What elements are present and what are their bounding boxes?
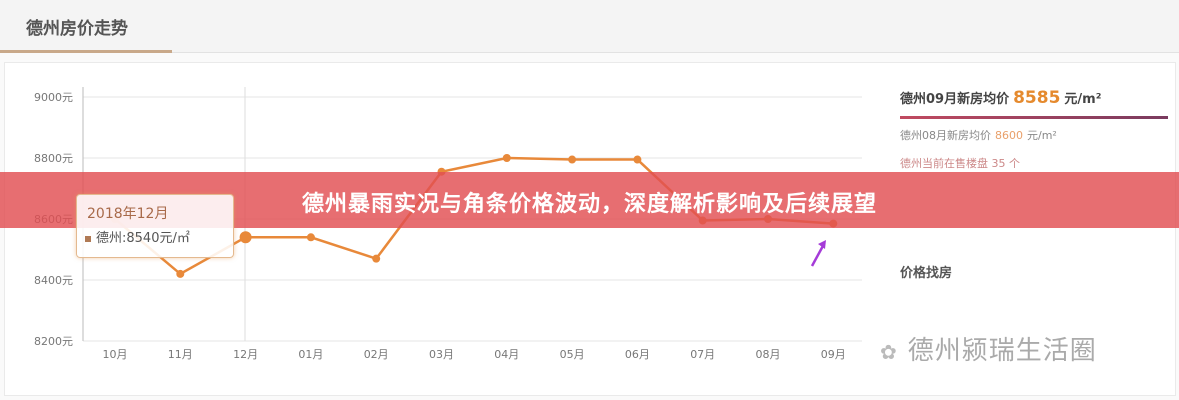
prev-price-unit: 元/m² — [1027, 129, 1057, 142]
current-price: 德州09月新房均价 8585 元/m² — [900, 88, 1170, 108]
data-point — [372, 254, 381, 263]
tooltip-value: 德州:8540元/㎡ — [96, 231, 190, 246]
current-price-value: 8585 — [1013, 88, 1061, 108]
y-tick-label: 8800元 — [34, 152, 73, 165]
previous-price: 德州08月新房均价 8600 元/m² — [900, 127, 1170, 143]
onsale-unit: 个 — [1009, 157, 1020, 170]
data-point — [176, 269, 185, 278]
x-tick-label: 11月 — [168, 348, 193, 361]
current-price-label: 德州09月新房均价 — [900, 92, 1010, 107]
x-tick-label: 02月 — [364, 348, 389, 361]
data-point — [633, 155, 642, 164]
series-marker-icon — [85, 235, 91, 242]
y-tick-label: 8200元 — [34, 335, 73, 348]
x-tick-label: 06月 — [625, 348, 650, 361]
x-tick-label: 08月 — [756, 348, 781, 361]
watermark-text: 德州颍瑞生活圈 — [907, 336, 1097, 366]
headline-text: 德州暴雨实况与角条价格波动，深度解析影响及后续展望 — [301, 192, 877, 217]
current-price-unit: 元/m² — [1064, 92, 1102, 107]
data-point — [502, 154, 511, 162]
arrow-icon — [810, 240, 826, 267]
page-title: 德州房价走势 — [26, 19, 128, 39]
x-tick-label: 09月 — [821, 348, 846, 361]
x-tick-label: 03月 — [429, 348, 454, 361]
onsale-count[interactable]: 德州当前在售楼盘 35 个 — [900, 155, 1170, 171]
price-summary-panel: 德州09月新房均价 8585 元/m² 德州08月新房均价 8600 元/m² 德州当前… — [900, 88, 1170, 171]
data-point — [239, 231, 252, 244]
y-tick-label: 9000元 — [34, 91, 73, 104]
find-by-price-link[interactable]: 价格找房 — [900, 266, 953, 281]
tooltip-value-row: 德州:8540元/㎡ — [85, 227, 190, 246]
title-underline — [0, 50, 172, 53]
y-tick-label: 8400元 — [34, 274, 73, 287]
chart-tooltip: 2018年12月 德州:8540元/㎡ — [76, 194, 234, 258]
watermark: ✿ 德州颍瑞生活圈 — [880, 330, 1097, 367]
prev-price-value: 8600 — [995, 129, 1023, 142]
onsale-value: 35 — [991, 157, 1006, 170]
tooltip-title: 2018年12月 — [87, 206, 169, 222]
x-tick-label: 01月 — [298, 348, 323, 361]
wechat-icon: ✿ — [880, 340, 898, 364]
x-tick-label: 12月 — [233, 348, 258, 361]
prev-price-label: 德州08月新房均价 — [900, 129, 991, 142]
onsale-label: 德州当前在售楼盘 — [900, 157, 988, 170]
x-tick-label: 10月 — [103, 348, 128, 361]
x-tick-label: 04月 — [494, 348, 519, 361]
header: 德州房价走势 — [0, 0, 1179, 53]
data-point — [306, 233, 315, 242]
x-tick-label: 07月 — [690, 348, 715, 361]
divider — [900, 116, 1168, 119]
data-point — [568, 155, 577, 164]
x-tick-label: 05月 — [560, 348, 585, 361]
